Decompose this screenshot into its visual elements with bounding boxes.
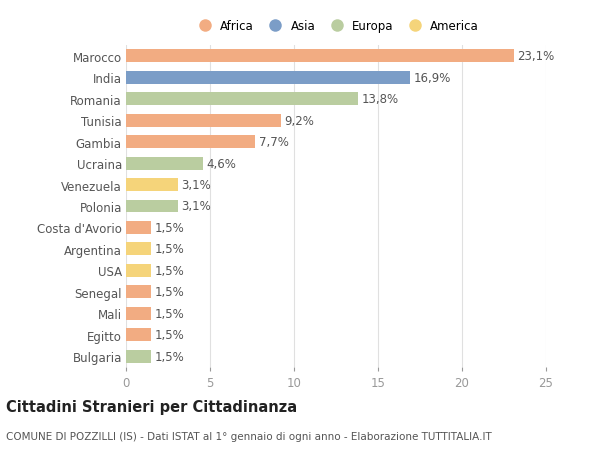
Text: 1,5%: 1,5% xyxy=(155,350,184,363)
Bar xyxy=(126,50,514,63)
Bar xyxy=(126,350,151,363)
Text: Cittadini Stranieri per Cittadinanza: Cittadini Stranieri per Cittadinanza xyxy=(6,399,297,414)
Text: 16,9%: 16,9% xyxy=(413,72,451,84)
Text: 7,7%: 7,7% xyxy=(259,136,289,149)
Bar xyxy=(126,264,151,277)
Bar xyxy=(126,157,203,170)
Text: 1,5%: 1,5% xyxy=(155,222,184,235)
Text: 1,5%: 1,5% xyxy=(155,307,184,320)
Bar xyxy=(126,222,151,235)
Bar xyxy=(126,243,151,256)
Text: 3,1%: 3,1% xyxy=(181,200,211,213)
Text: COMUNE DI POZZILLI (IS) - Dati ISTAT al 1° gennaio di ogni anno - Elaborazione T: COMUNE DI POZZILLI (IS) - Dati ISTAT al … xyxy=(6,431,492,442)
Text: 9,2%: 9,2% xyxy=(284,114,314,127)
Bar xyxy=(126,136,256,149)
Bar xyxy=(126,307,151,320)
Legend: Africa, Asia, Europa, America: Africa, Asia, Europa, America xyxy=(190,17,482,36)
Bar xyxy=(126,200,178,213)
Bar xyxy=(126,72,410,84)
Text: 13,8%: 13,8% xyxy=(361,93,398,106)
Bar xyxy=(126,93,358,106)
Bar xyxy=(126,329,151,341)
Text: 4,6%: 4,6% xyxy=(206,157,236,170)
Bar xyxy=(126,179,178,191)
Text: 1,5%: 1,5% xyxy=(155,264,184,277)
Text: 23,1%: 23,1% xyxy=(517,50,554,63)
Text: 1,5%: 1,5% xyxy=(155,329,184,341)
Bar xyxy=(126,114,281,127)
Text: 3,1%: 3,1% xyxy=(181,179,211,191)
Text: 1,5%: 1,5% xyxy=(155,286,184,299)
Text: 1,5%: 1,5% xyxy=(155,243,184,256)
Bar xyxy=(126,286,151,299)
